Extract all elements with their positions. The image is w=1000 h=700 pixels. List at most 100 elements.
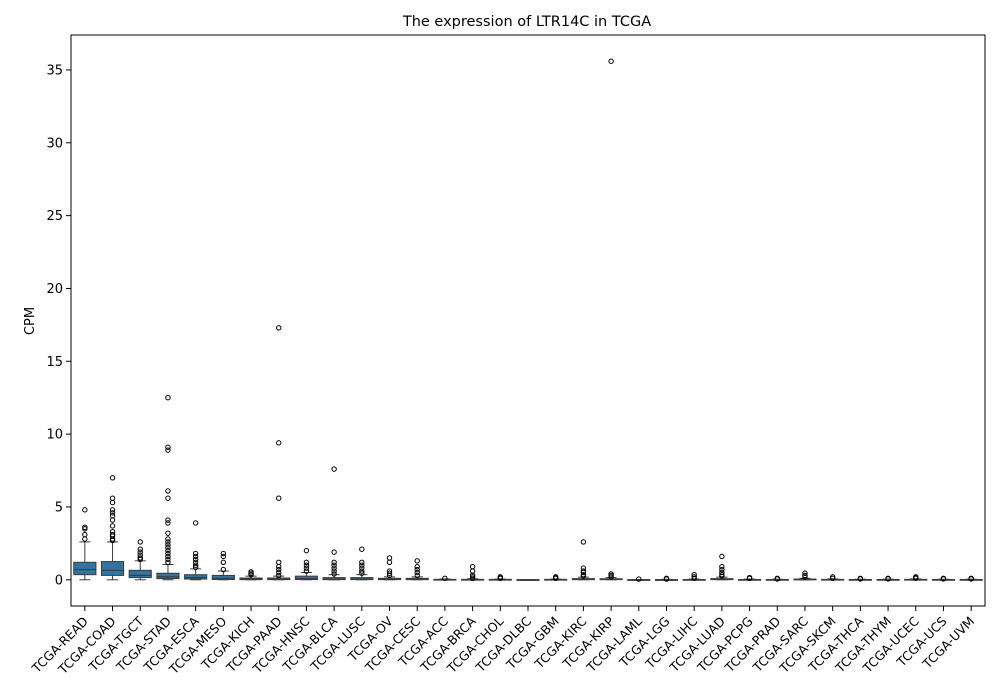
outlier-point <box>691 571 697 578</box>
box-group <box>211 550 235 581</box>
outlier-point <box>331 568 337 574</box>
outlier-point <box>719 569 725 576</box>
y-tick-label: 10 <box>46 428 63 443</box>
outlier-point <box>165 553 171 560</box>
box-group <box>377 555 402 581</box>
box-group <box>599 58 623 581</box>
outlier-point <box>802 570 808 576</box>
outlier-point <box>165 488 171 494</box>
outlier-point <box>109 499 116 506</box>
outlier-point <box>774 575 780 582</box>
outlier-point <box>359 546 365 552</box>
outlier-point <box>109 510 116 516</box>
outlier-point <box>109 495 116 501</box>
y-tick-label: 5 <box>55 500 63 515</box>
outlier-point <box>276 495 282 501</box>
box-group <box>654 575 679 582</box>
outlier-point <box>469 568 476 574</box>
outlier-point <box>192 520 199 526</box>
outlier-point <box>109 517 116 523</box>
outlier-point <box>165 539 171 545</box>
outlier-point <box>82 507 88 513</box>
outlier-point <box>386 555 393 561</box>
outlier-point <box>276 569 282 576</box>
outlier-point <box>414 572 420 579</box>
box-group <box>516 578 540 581</box>
box-group <box>433 575 457 582</box>
outlier-point <box>442 575 448 582</box>
box-group <box>682 571 706 582</box>
outlier-point <box>276 563 282 570</box>
box-iqr <box>128 569 152 579</box>
outlier-point <box>359 570 365 576</box>
outlier-point <box>165 495 171 501</box>
outlier-point <box>303 565 310 571</box>
y-tick-label: 0 <box>55 573 63 588</box>
outlier-point <box>331 549 337 555</box>
outlier-point <box>192 564 199 571</box>
outlier-point <box>331 559 337 566</box>
outlier-point <box>137 549 143 555</box>
outlier-point <box>220 566 227 573</box>
outlier-point <box>580 568 587 574</box>
outlier-point <box>165 520 171 526</box>
outlier-point <box>719 553 725 560</box>
box-group <box>184 520 208 581</box>
outlier-point <box>331 571 337 577</box>
y-tick-label: 35 <box>46 63 63 78</box>
outlier-point <box>276 566 282 573</box>
box-group <box>710 553 734 581</box>
outlier-point <box>109 531 116 538</box>
outlier-point <box>82 531 88 538</box>
outlier-point <box>386 568 393 574</box>
outlier-point <box>192 556 199 563</box>
box-group <box>156 395 180 581</box>
box-group <box>793 570 817 581</box>
outlier-point <box>165 536 171 542</box>
outlier-point <box>608 58 614 64</box>
outlier-point <box>137 552 143 558</box>
plot-frame <box>70 34 986 607</box>
outlier-point <box>331 466 337 472</box>
outlier-point <box>414 566 420 573</box>
outlier-point <box>580 565 587 571</box>
box-iqr <box>294 575 319 580</box>
box-group <box>294 547 319 581</box>
y-tick-label: 20 <box>46 282 63 297</box>
outlier-point <box>109 523 116 529</box>
outlier-point <box>192 550 199 557</box>
outlier-point <box>608 571 614 577</box>
box-iqr <box>184 574 208 580</box>
y-tick-label: 30 <box>46 136 63 151</box>
outlier-point <box>165 545 171 551</box>
box-iqr <box>100 561 125 576</box>
outlier-point <box>192 562 199 568</box>
outlier-point <box>414 569 420 576</box>
box-iqr <box>156 572 180 580</box>
outlier-point <box>165 517 171 523</box>
box-group <box>405 558 429 581</box>
box-group <box>848 575 872 582</box>
box-group <box>765 575 789 582</box>
box-group <box>100 475 125 581</box>
outlier-point <box>719 566 725 573</box>
outlier-point <box>165 395 171 401</box>
box-group <box>239 569 263 581</box>
y-axis-label: CPM <box>23 307 38 335</box>
outlier-point <box>663 575 670 582</box>
outlier-point <box>719 571 725 578</box>
outlier-point <box>248 569 254 575</box>
box-group <box>571 539 595 581</box>
box-group <box>322 466 346 581</box>
chart-title: The expression of LTR14C in TCGA <box>402 14 651 30</box>
outlier-point <box>192 553 199 560</box>
outlier-point <box>137 555 143 561</box>
y-tick-label: 15 <box>46 355 63 370</box>
outlier-point <box>220 550 227 557</box>
outlier-point <box>802 572 808 579</box>
outlier-point <box>829 574 836 580</box>
outlier-point <box>303 568 310 574</box>
outlier-point <box>303 547 310 554</box>
outlier-point <box>331 562 337 568</box>
